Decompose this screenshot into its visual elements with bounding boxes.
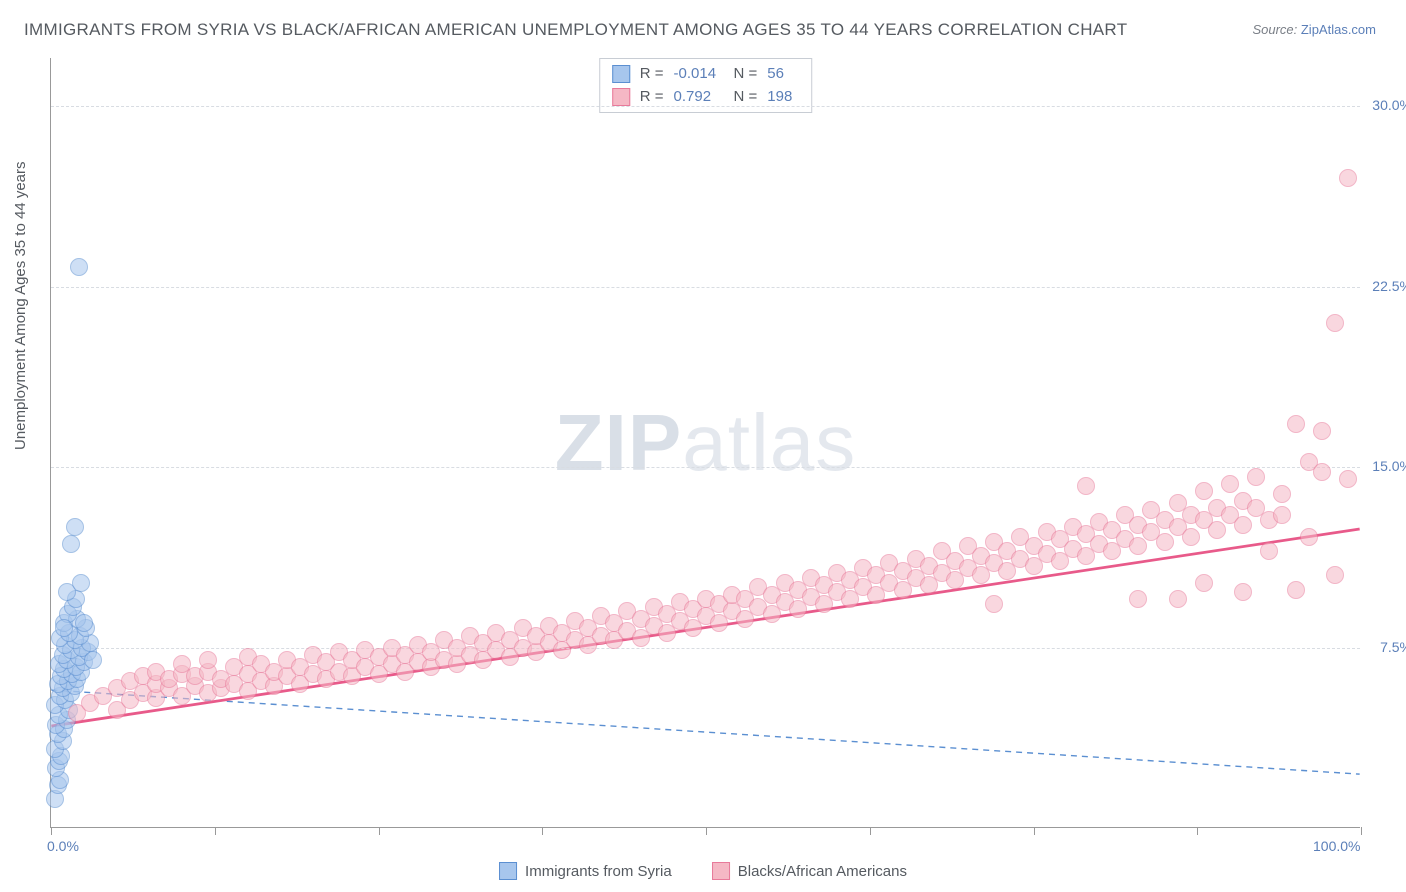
- gridline: [51, 106, 1360, 107]
- data-point-syria: [72, 574, 90, 592]
- swatch-syria: [612, 65, 630, 83]
- x-tick: [870, 827, 871, 835]
- source-link[interactable]: ZipAtlas.com: [1301, 22, 1376, 37]
- bottom-legend: Immigrants from Syria Blacks/African Amer…: [499, 862, 907, 880]
- trend-line-syria: [51, 690, 1359, 774]
- plot-area: ZIPatlas R =-0.014N =56R =0.792N =198 7.…: [50, 58, 1360, 828]
- chart-svg: [51, 58, 1360, 827]
- data-point-black: [1129, 537, 1147, 555]
- stats-row-black: R = 0.792 N = 198: [612, 86, 800, 109]
- r-label: R =: [640, 63, 664, 86]
- data-point-syria: [70, 258, 88, 276]
- swatch-black: [612, 88, 630, 106]
- y-tick-label: 30.0%: [1372, 97, 1406, 113]
- r-value-syria: -0.014: [674, 63, 724, 86]
- data-point-black: [1195, 574, 1213, 592]
- data-point-syria: [66, 518, 84, 536]
- source-prefix: Source:: [1252, 22, 1300, 37]
- data-point-black: [1287, 581, 1305, 599]
- data-point-black: [1326, 314, 1344, 332]
- y-tick-label: 15.0%: [1372, 458, 1406, 474]
- x-tick: [215, 827, 216, 835]
- n-value-black: 198: [767, 86, 799, 109]
- data-point-black: [1247, 468, 1265, 486]
- legend-item-syria: Immigrants from Syria: [499, 862, 672, 880]
- x-tick: [51, 827, 52, 835]
- legend-label-black: Blacks/African Americans: [738, 863, 907, 880]
- data-point-syria: [75, 614, 93, 632]
- stats-row-syria: R = -0.014 N = 56: [612, 63, 800, 86]
- x-tick: [1034, 827, 1035, 835]
- data-point-black: [1300, 528, 1318, 546]
- gridline: [51, 287, 1360, 288]
- legend-swatch-black: [712, 862, 730, 880]
- data-point-black: [1077, 477, 1095, 495]
- data-point-black: [1313, 463, 1331, 481]
- data-point-black: [985, 595, 1003, 613]
- chart-title: IMMIGRANTS FROM SYRIA VS BLACK/AFRICAN A…: [24, 20, 1127, 40]
- x-tick: [706, 827, 707, 835]
- data-point-black: [199, 651, 217, 669]
- x-tick: [1197, 827, 1198, 835]
- data-point-black: [1339, 169, 1357, 187]
- data-point-black: [1234, 516, 1252, 534]
- r-label: R =: [640, 86, 664, 109]
- data-point-black: [1339, 470, 1357, 488]
- legend-swatch-syria: [499, 862, 517, 880]
- data-point-black: [1182, 528, 1200, 546]
- data-point-black: [1234, 583, 1252, 601]
- source-attribution: Source: ZipAtlas.com: [1252, 22, 1376, 37]
- x-tick-label: 0.0%: [47, 838, 79, 854]
- legend-item-black: Blacks/African Americans: [712, 862, 907, 880]
- watermark-atlas: atlas: [682, 398, 856, 487]
- data-point-black: [1287, 415, 1305, 433]
- data-point-black: [1156, 533, 1174, 551]
- stats-legend-box: R = -0.014 N = 56 R = 0.792 N = 198: [599, 58, 813, 113]
- r-value-black: 0.792: [674, 86, 724, 109]
- data-point-black: [1221, 475, 1239, 493]
- data-point-black: [1260, 542, 1278, 560]
- data-point-black: [1169, 590, 1187, 608]
- data-point-black: [1313, 422, 1331, 440]
- x-tick: [379, 827, 380, 835]
- data-point-black: [1129, 590, 1147, 608]
- data-point-black: [1195, 482, 1213, 500]
- gridline: [51, 467, 1360, 468]
- y-tick-label: 22.5%: [1372, 278, 1406, 294]
- data-point-black: [1273, 506, 1291, 524]
- x-tick: [1361, 827, 1362, 835]
- data-point-black: [1273, 485, 1291, 503]
- data-point-black: [1326, 566, 1344, 584]
- watermark-zip: ZIP: [555, 398, 682, 487]
- n-label: N =: [734, 63, 758, 86]
- data-point-syria: [84, 651, 102, 669]
- data-point-syria: [55, 619, 73, 637]
- data-point-black: [1208, 521, 1226, 539]
- watermark: ZIPatlas: [555, 397, 856, 489]
- y-axis-label: Unemployment Among Ages 35 to 44 years: [12, 161, 29, 450]
- n-label: N =: [734, 86, 758, 109]
- x-tick: [542, 827, 543, 835]
- n-value-syria: 56: [767, 63, 799, 86]
- data-point-syria: [62, 535, 80, 553]
- y-tick-label: 7.5%: [1380, 639, 1406, 655]
- x-tick-label: 100.0%: [1313, 838, 1360, 854]
- legend-label-syria: Immigrants from Syria: [525, 863, 672, 880]
